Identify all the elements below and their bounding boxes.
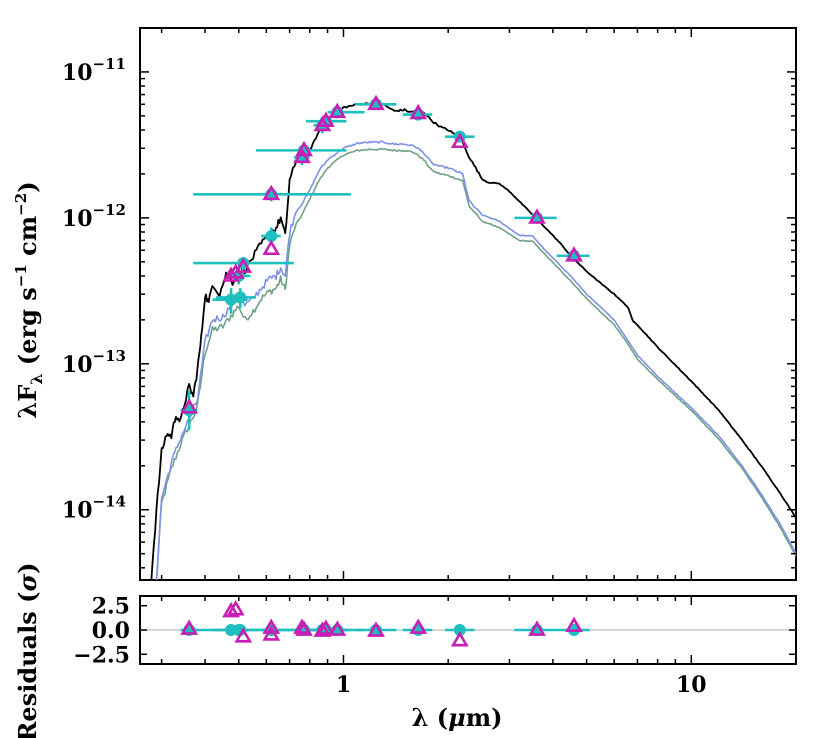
residual-y-axis-label: Residuals (σ) (13, 562, 42, 738)
residual-triangle (180, 619, 199, 635)
main-y-axis-label: λFλ (erg s−1 cm−2) (12, 181, 46, 418)
series-line-model-3 (155, 147, 796, 579)
residual-triangle (450, 631, 469, 647)
model-flux-triangle (409, 103, 428, 120)
residual-ticks-group (140, 596, 797, 664)
model-flux-triangle (367, 94, 385, 111)
y-tick-label: 10−12 (62, 201, 126, 232)
main-ticks-group (140, 27, 797, 580)
photometry-point (234, 291, 247, 304)
residual-ytick-labels: 2.50.0−2.5 (73, 594, 130, 669)
residual-point (453, 624, 466, 636)
residual-triangle (528, 620, 546, 636)
residual-triangle (565, 616, 583, 632)
main-series-group (150, 102, 796, 580)
residual-triangle (262, 625, 281, 641)
main-panel: 10−11 10−12 10−13 10−14 λFλ (erg s−1 cm−2) (12, 27, 797, 581)
residual-y-tick-label: 0.0 (92, 618, 130, 644)
residual-triangle (409, 618, 428, 634)
main-plot-frame (139, 27, 797, 581)
model-flux-triangle (262, 184, 281, 201)
model-flux-triangle (528, 208, 546, 224)
model-flux-triangle (234, 257, 253, 273)
residual-y-tick-label: 2.5 (92, 594, 130, 620)
residual-triangle (222, 601, 240, 618)
model-flux-triangle (565, 246, 583, 262)
x-tick-label: 1 (336, 672, 351, 698)
residual-triangle (316, 619, 335, 635)
residual-triangle (234, 627, 253, 643)
residual-triangle (262, 618, 281, 634)
residual-triangle (226, 599, 245, 616)
residual-triangle (367, 621, 385, 637)
model-flux-triangle (450, 132, 469, 149)
y-tick-label: 10−11 (62, 55, 126, 86)
residual-triangle (295, 620, 313, 636)
model-flux-triangle (180, 398, 199, 414)
residual-triangle (328, 620, 347, 636)
model-flux-triangle (328, 102, 347, 119)
x-axis-label: λ (μm) (412, 703, 503, 732)
model-flux-triangle (262, 239, 281, 256)
model-flux-triangle (316, 111, 335, 127)
main-ytick-labels: 10−11 10−12 10−13 10−14 (62, 55, 126, 524)
y-tick-label: 10−13 (62, 347, 126, 378)
x-tick-labels: 1 10 (336, 672, 707, 698)
residual-panel: 2.50.0−2.5 Residuals (σ) (13, 562, 797, 738)
series-line-best-fit-model (150, 102, 796, 580)
main-markers-group (180, 94, 583, 417)
photometry-point (225, 293, 238, 306)
residual-markers-group (180, 599, 583, 647)
residual-y-tick-label: −2.5 (73, 642, 130, 668)
residual-triangle (313, 621, 332, 637)
model-flux-triangle (222, 266, 240, 282)
series-line-model-2 (155, 140, 796, 580)
y-tick-label: 10−14 (62, 493, 126, 524)
x-tick-label: 10 (676, 672, 707, 698)
photometry-point (265, 230, 278, 243)
model-flux-triangle (295, 140, 313, 157)
